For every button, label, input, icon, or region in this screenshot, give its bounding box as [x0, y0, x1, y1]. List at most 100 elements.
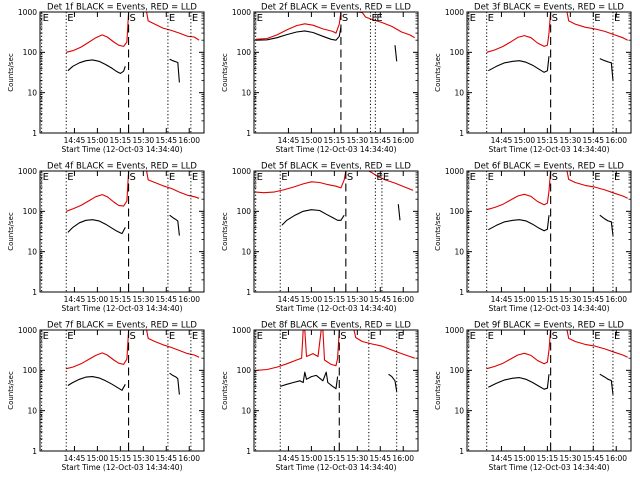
panel-8-xtick-label: 15:15 — [324, 454, 346, 463]
panel-3-marker-label-5: E — [614, 13, 620, 24]
panel-7-events-line-1 — [67, 376, 126, 391]
panel-3-xtick-label: 15:00 — [514, 136, 536, 145]
panel-7-marker-label-2: E — [67, 331, 73, 342]
panel-5-ytick-label: 1 — [246, 288, 251, 297]
panel-6-marker-label-5: E — [614, 172, 620, 183]
panel-3-title: Det 3f BLACK = Events, RED = LLD — [474, 3, 624, 13]
panel-7-title: Det 7f BLACK = Events, RED = LLD — [47, 321, 197, 331]
panel-3-xtick-label: 15:45 — [582, 136, 604, 145]
panel-6-events-line-2 — [599, 214, 614, 236]
panel-8-marker-label-3: S — [340, 331, 346, 342]
panel-9-lld-line-1 — [486, 330, 552, 370]
panel-9-xtick-label: 15:15 — [537, 454, 559, 463]
panel-7-xtick-label: 15:30 — [133, 454, 155, 463]
panel-2-series — [255, 12, 415, 62]
panel-4-events-line-1 — [67, 219, 126, 235]
panel-4-marker-label-2: E — [67, 172, 73, 183]
panel-7-xlabel: Start Time (12-Oct-03 14:34:40) — [61, 463, 182, 472]
panel-5-xtick-label: 15:30 — [347, 295, 369, 304]
panel-4-frame — [39, 170, 205, 293]
panel-7-ylabel: Counts/sec — [7, 371, 15, 410]
panel-2-marker-label-4: E — [376, 13, 382, 24]
panel-4: Det 4f BLACK = Events, RED = LLD 1 10 100 10… — [7, 162, 205, 313]
panel-6-marker-label-4: E — [594, 172, 600, 183]
panel-9-marker-label-3: S — [552, 331, 558, 342]
panel-4-ytick-label: 1000 — [18, 167, 37, 176]
panel-9-marker-label-4: E — [594, 331, 600, 342]
panel-3-frame — [466, 11, 632, 134]
panel-3-xtick-label: 15:15 — [537, 136, 559, 145]
panel-4-lld-line-2 — [146, 171, 200, 199]
panel-1: Det 1f BLACK = Events, RED = LLD 1 10 100 10… — [7, 3, 205, 154]
panel-6-xtick-label: 15:30 — [560, 295, 582, 304]
panel-8-ytick-label: 1000 — [232, 326, 251, 335]
panel-1-xtick-label: 15:00 — [87, 136, 109, 145]
panel-3-lld-line-2 — [566, 12, 628, 41]
panel-2: Det 2f BLACK = Events, RED = LLD 1 10 100 10… — [221, 3, 419, 154]
panel-4-xtick-label: 15:30 — [133, 295, 155, 304]
panel-5-xtick-label: 15:00 — [301, 295, 323, 304]
panel-1-xtick-label: 15:15 — [110, 136, 132, 145]
panel-3-events-line-2 — [599, 58, 614, 81]
panel-1-ytick-label: 100 — [23, 48, 38, 57]
panel-9-marker-label-1: E — [470, 331, 476, 342]
panel-4-marker-label-5: E — [192, 172, 198, 183]
panel-8-xtick-label: 14:45 — [278, 454, 300, 463]
panel-8-marker-label-4: E — [370, 331, 376, 342]
panel-2-ytick-label: 1000 — [232, 8, 251, 17]
panel-6-xtick-label: 14:45 — [491, 295, 513, 304]
panel-9-events-line-1 — [488, 374, 550, 390]
panel-6-ytick-label: 1 — [459, 288, 464, 297]
panel-7-xtick-label: 16:00 — [178, 454, 200, 463]
panel-4-ylabel: Counts/sec — [7, 212, 15, 251]
panel-9-xtick-label: 14:45 — [491, 454, 513, 463]
panel-6-lld-line-2 — [566, 171, 628, 199]
panel-1-events-line-1 — [67, 59, 126, 74]
panel-1-series — [66, 12, 200, 83]
panel-6-xtick-label: 15:15 — [537, 295, 559, 304]
panel-7-ytick-label: 100 — [23, 366, 38, 375]
panel-2-xlabel: Start Time (12-Oct-03 14:34:40) — [275, 145, 396, 154]
panel-3: Det 3f BLACK = Events, RED = LLD 1 10 100 10… — [434, 3, 632, 154]
panel-8-ytick-label: 10 — [241, 406, 251, 415]
panel-2-xtick-label: 15:15 — [324, 136, 346, 145]
panel-7-marker-label-3: S — [130, 331, 136, 342]
panel-9-title: Det 9f BLACK = Events, RED = LLD — [474, 321, 624, 331]
panel-6-marker-label-3: S — [552, 172, 558, 183]
panel-5-events-line-2 — [397, 204, 401, 221]
panel-8-lld-line-3 — [322, 330, 340, 367]
panel-9-xtick-label: 16:00 — [605, 454, 627, 463]
panel-5-marker-label-2: E — [281, 172, 287, 183]
panel-3-marker-label-4: E — [594, 13, 600, 24]
panel-6-ytick-label: 100 — [450, 207, 465, 216]
panel-4-xlabel: Start Time (12-Oct-03 14:34:40) — [61, 304, 182, 313]
panel-1-ytick-label: 10 — [27, 88, 37, 97]
panel-7: Det 7f BLACK = Events, RED = LLD 1 10 100 10… — [7, 321, 205, 472]
panel-8-lld-line-1 — [257, 330, 304, 371]
panel-7-marker-label-5: E — [192, 331, 198, 342]
panel-5-xlabel: Start Time (12-Oct-03 14:34:40) — [275, 304, 396, 313]
panel-5-marker-label-4: E — [376, 172, 382, 183]
panel-2-ytick-label: 1 — [246, 129, 251, 138]
panel-2-xtick-label: 15:00 — [301, 136, 323, 145]
panel-9: Det 9f BLACK = Events, RED = LLD 1 10 100 10… — [434, 321, 632, 472]
panel-6-xtick-label: 16:00 — [605, 295, 627, 304]
panel-8-events-line-1 — [280, 371, 339, 390]
panel-4-events-line-2 — [169, 214, 180, 236]
panel-2-xtick-label: 16:00 — [392, 136, 414, 145]
panel-6-title: Det 6f BLACK = Events, RED = LLD — [474, 162, 624, 172]
panel-6-xtick-label: 15:45 — [582, 295, 604, 304]
panel-6-series — [486, 171, 628, 236]
panel-8-lld-line-4 — [353, 330, 415, 359]
panel-1-marker-label-4: E — [169, 13, 175, 24]
panel-6-xlabel: Start Time (12-Oct-03 14:34:40) — [488, 304, 609, 313]
panel-7-xtick-label: 15:15 — [110, 454, 132, 463]
panel-2-xtick-label: 15:30 — [347, 136, 369, 145]
panel-4-xtick-label: 15:00 — [87, 295, 109, 304]
panel-9-xtick-label: 15:00 — [514, 454, 536, 463]
panel-9-series — [486, 330, 628, 395]
panel-2-marker-label-1: E — [257, 13, 263, 24]
panel-8-marker-label-2: E — [281, 331, 287, 342]
panel-4-xtick-label: 14:45 — [64, 295, 86, 304]
panel-4-lld-line-1 — [66, 171, 130, 212]
